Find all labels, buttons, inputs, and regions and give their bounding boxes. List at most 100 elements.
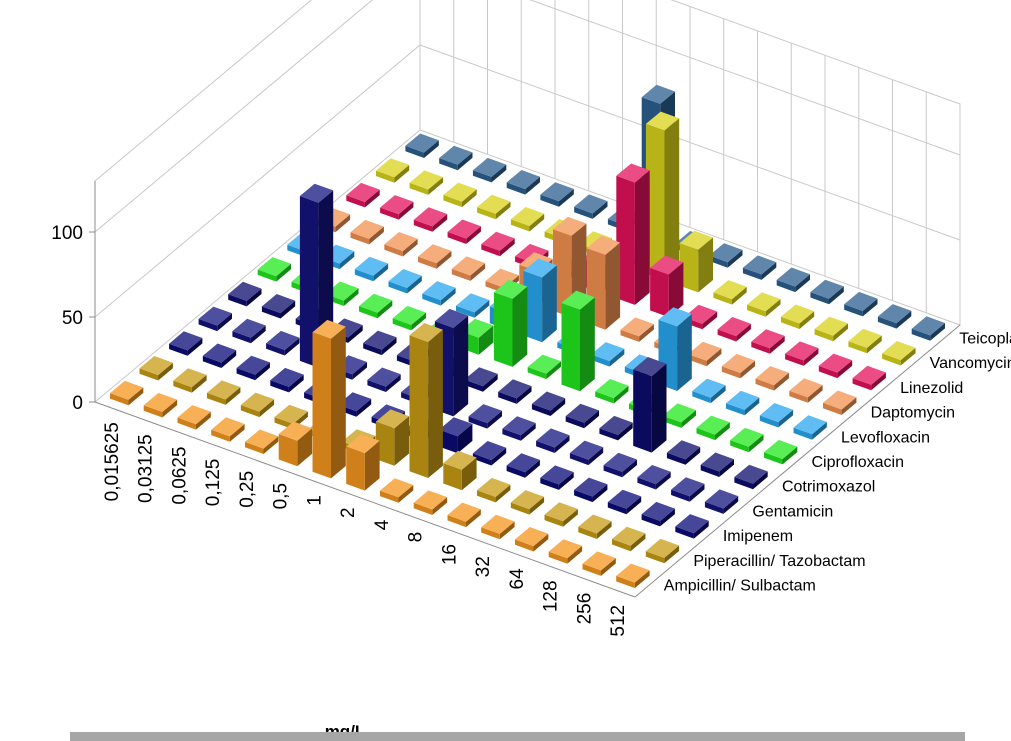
- bar-front: [679, 243, 699, 293]
- bar-top: [645, 111, 680, 131]
- y-tick-label: 0: [72, 393, 83, 414]
- bar-top: [481, 231, 515, 251]
- bar-top: [641, 84, 675, 104]
- bar-front: [510, 502, 530, 515]
- bar-side: [191, 374, 207, 393]
- bar-top: [679, 230, 713, 250]
- bar-front: [852, 378, 872, 391]
- bar-top: [447, 502, 481, 522]
- bar-front: [472, 453, 492, 466]
- bar-top: [616, 163, 650, 183]
- bar-side: [605, 242, 621, 330]
- x-tick-label: 0,0625: [169, 447, 190, 505]
- bar-front: [645, 551, 665, 564]
- bar-side: [525, 176, 540, 195]
- bar-side: [462, 189, 477, 208]
- bar-front: [413, 219, 433, 232]
- bar-side: [331, 326, 346, 479]
- bar-side: [660, 508, 675, 527]
- bar: [814, 316, 848, 342]
- bar: [523, 258, 557, 343]
- bar-top: [637, 465, 671, 485]
- bar-front: [734, 477, 753, 490]
- bar-side: [546, 361, 561, 380]
- bar-front: [451, 268, 471, 281]
- bar-front: [675, 526, 694, 539]
- bar-top: [658, 307, 692, 327]
- series-labels: Ampicillin/ Sulbactam Piperacillin/ Tazob…: [664, 330, 1011, 594]
- bar-top: [586, 235, 621, 255]
- bar-top: [266, 330, 300, 350]
- bar-side: [398, 485, 414, 503]
- bar-front: [447, 231, 467, 244]
- bar-front: [464, 379, 483, 392]
- bar-front: [780, 316, 800, 329]
- x-tick-label: 1: [304, 495, 325, 506]
- bar-side: [432, 214, 448, 232]
- bar: [143, 392, 178, 418]
- bar-side: [592, 484, 608, 503]
- bar-top: [536, 428, 570, 448]
- bar: [472, 441, 507, 466]
- bar-front: [704, 501, 724, 514]
- bar-side: [478, 325, 494, 355]
- bar-side: [525, 459, 540, 478]
- bar-side: [369, 226, 384, 245]
- bar-side: [428, 177, 443, 195]
- bar-front: [346, 195, 365, 208]
- bar-top: [527, 354, 561, 374]
- bar-side: [601, 558, 616, 576]
- bar: [645, 538, 680, 564]
- bar-top: [675, 514, 709, 534]
- bar-front: [447, 515, 466, 528]
- bar: [384, 232, 418, 257]
- bar-side: [424, 140, 439, 158]
- bar-front: [240, 405, 260, 418]
- bar-side: [470, 263, 486, 281]
- bar-top: [240, 392, 275, 412]
- bar-top: [810, 279, 844, 299]
- bar-front: [367, 379, 386, 392]
- bar-side: [795, 274, 810, 293]
- bar: [565, 403, 599, 429]
- bar: [641, 501, 675, 527]
- x-tick-label: 4: [372, 519, 393, 530]
- bar-side: [900, 347, 916, 366]
- bar-front: [502, 428, 521, 441]
- bar: [494, 279, 528, 367]
- bar: [477, 194, 511, 220]
- bar: [882, 341, 916, 366]
- bar-front: [607, 502, 627, 515]
- bar-top: [418, 244, 452, 264]
- bar-side: [411, 312, 426, 331]
- bar-side: [744, 397, 760, 416]
- bar-side: [385, 374, 401, 392]
- bar: [278, 421, 313, 467]
- bar-top: [261, 294, 296, 314]
- bar-side: [246, 288, 262, 307]
- bar-top: [359, 293, 393, 313]
- bar-side: [225, 387, 241, 405]
- bar-top: [578, 514, 612, 534]
- x-tick-label: 512: [608, 605, 629, 637]
- bar-side: [782, 446, 798, 465]
- bar-side: [398, 201, 414, 220]
- bar-front: [582, 563, 601, 576]
- bar-front: [506, 465, 526, 478]
- bar-front: [616, 575, 635, 589]
- bar-top: [726, 390, 760, 410]
- bar: [696, 415, 730, 441]
- bar: [616, 163, 650, 305]
- bar-side: [491, 447, 507, 466]
- bar-top: [523, 258, 557, 278]
- x-tick-label: 64: [507, 568, 528, 590]
- bar: [515, 527, 549, 552]
- x-tick-label: 128: [541, 580, 562, 612]
- bar-front: [578, 526, 597, 539]
- bar: [481, 231, 515, 257]
- bar-top: [177, 405, 211, 425]
- bar-top: [616, 563, 650, 583]
- bar-side: [128, 387, 144, 406]
- bar: [359, 293, 393, 319]
- bar-front: [236, 368, 256, 381]
